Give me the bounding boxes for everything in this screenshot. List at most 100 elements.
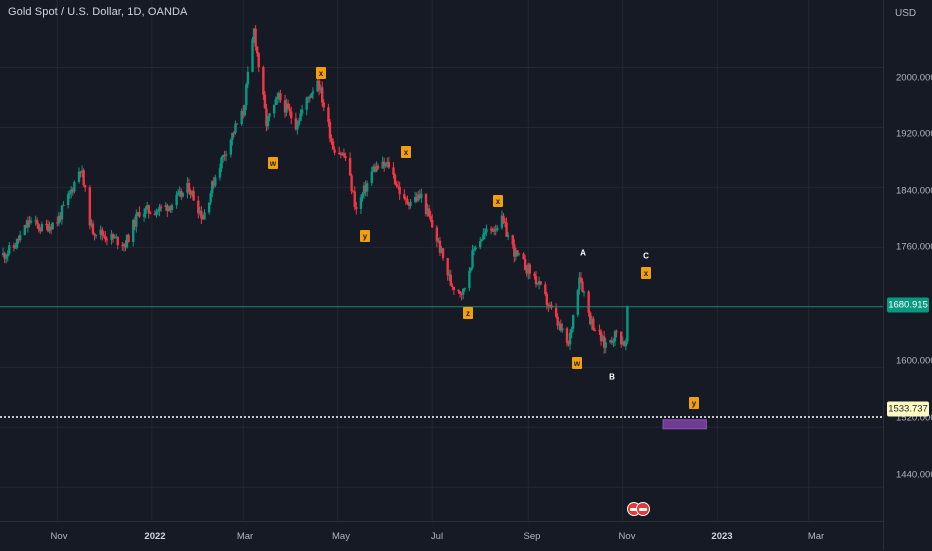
candle-body: [372, 166, 375, 172]
candle-body: [516, 250, 519, 255]
candle-body: [189, 192, 192, 195]
candle-body: [592, 318, 595, 331]
candle-body: [576, 289, 580, 315]
candle-body: [257, 53, 260, 68]
candle-body: [116, 236, 119, 246]
candle-body: [203, 212, 206, 220]
candle-body: [181, 192, 184, 197]
candle-body: [15, 238, 19, 248]
candle-body: [254, 28, 257, 47]
candle-body: [223, 154, 226, 156]
candle-body: [352, 191, 355, 193]
candle-body: [88, 187, 92, 226]
candle-body: [37, 224, 40, 230]
candle-body: [299, 113, 302, 121]
candle-body: [34, 220, 37, 222]
candle-body: [353, 191, 356, 207]
candle-body: [506, 235, 510, 237]
wave-label-y1: y: [360, 230, 370, 242]
candle-body: [613, 331, 617, 342]
candle-body: [338, 152, 341, 155]
x-tick-mar: Mar: [236, 531, 254, 542]
candle-body: [544, 284, 547, 295]
candle-body: [142, 214, 146, 217]
candle-body: [285, 103, 288, 113]
candle-body: [243, 105, 246, 116]
candle-body: [500, 215, 504, 228]
candle-body: [483, 232, 487, 235]
us-flag-event-icon[interactable]: [627, 502, 651, 518]
candle-body: [624, 341, 628, 347]
candle-body: [539, 281, 542, 285]
candle-body: [155, 211, 158, 215]
candle-body: [6, 253, 9, 257]
candle-body: [319, 87, 322, 91]
candle-body: [578, 277, 581, 290]
candle-body: [418, 194, 422, 198]
candle-body: [468, 270, 471, 289]
candle-body: [300, 109, 304, 114]
candle-body: [294, 118, 298, 130]
candle-body: [426, 208, 429, 215]
candle-body: [341, 153, 344, 156]
candle-body: [601, 336, 604, 342]
candle-body: [382, 161, 386, 167]
candle-body: [615, 331, 618, 333]
candle-body: [339, 154, 343, 156]
candle-body: [209, 193, 212, 203]
candle-body: [99, 229, 102, 235]
candle-body: [82, 170, 85, 186]
candle-body: [288, 108, 291, 112]
last-price-tag: 1680.915: [887, 297, 929, 313]
candle-body: [485, 228, 488, 233]
candle-body: [568, 332, 572, 345]
chart-title: Gold Spot / U.S. Dollar, 1D, OANDA: [8, 6, 188, 18]
candle-body: [133, 220, 136, 227]
price-axis[interactable]: [883, 0, 932, 550]
x-tick-2023: 2023: [711, 531, 733, 542]
y-tick-1760: 1760.000: [896, 241, 932, 253]
alert-price-tag[interactable]: 1533.737: [887, 401, 929, 417]
wave-label-w1: w: [268, 157, 278, 169]
candle-body: [567, 342, 570, 345]
candle-body: [263, 94, 267, 109]
candle-body: [609, 340, 612, 343]
candle-body: [514, 250, 518, 257]
candle-body: [212, 181, 215, 186]
currency-label: USD: [895, 8, 917, 19]
candle-body: [435, 227, 439, 242]
candle-body: [491, 228, 494, 232]
candle-body: [395, 184, 398, 186]
time-axis[interactable]: [0, 521, 883, 551]
candle-body: [451, 285, 454, 288]
candle-body: [460, 293, 463, 295]
candle-body: [480, 239, 483, 242]
candle-body: [39, 229, 42, 232]
candle-body: [229, 139, 233, 155]
candle-body: [290, 111, 293, 119]
candle-body: [276, 97, 279, 100]
candle-body: [35, 220, 39, 225]
candle-body: [505, 222, 508, 237]
candle-body: [536, 283, 539, 285]
candle-body: [413, 197, 417, 202]
candle-body: [403, 194, 406, 199]
candle-body: [178, 190, 181, 193]
candle-body: [68, 192, 71, 195]
candle-body: [18, 235, 22, 241]
candle-body: [393, 174, 397, 185]
price-chart[interactable]: [0, 0, 883, 521]
candle-body: [554, 307, 558, 317]
y-tick-1600: 1600.000: [896, 355, 932, 367]
candle-body: [175, 194, 178, 206]
candle-body: [201, 218, 205, 220]
candle-body: [348, 157, 352, 176]
candle-body: [224, 154, 228, 156]
candle-body: [362, 185, 366, 194]
candle-body: [441, 248, 445, 259]
candle-body: [101, 229, 104, 236]
candle-body: [4, 256, 8, 259]
candle-body: [268, 113, 271, 117]
candle-body: [463, 288, 466, 290]
